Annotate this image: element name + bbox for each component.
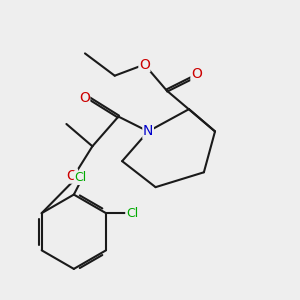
Text: Cl: Cl (126, 207, 138, 220)
Text: Cl: Cl (74, 171, 87, 184)
Text: N: N (143, 124, 153, 138)
Text: O: O (139, 58, 150, 71)
Text: O: O (191, 67, 202, 81)
Text: O: O (67, 169, 77, 183)
Text: O: O (79, 91, 90, 105)
